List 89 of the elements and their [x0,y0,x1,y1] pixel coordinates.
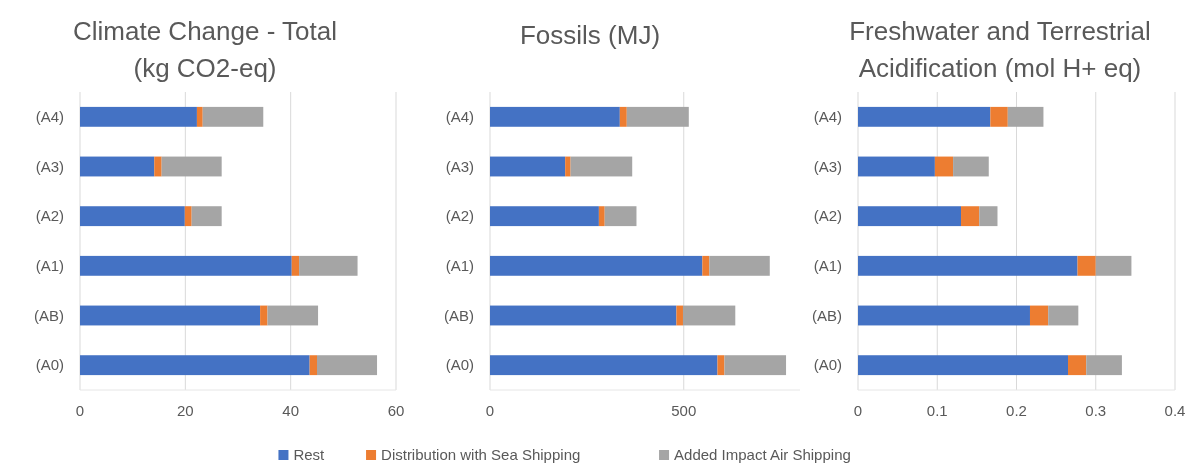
legend-label: Distribution with Sea Shipping [381,446,581,463]
y-tick-label: (A4) [813,107,842,125]
bar [961,206,980,227]
bar [619,106,627,127]
legend-label: Added Impact Air Shipping [674,446,851,463]
bar [858,156,935,177]
y-tick-label: (A1) [35,256,64,274]
y-tick-label: (A2) [813,207,842,225]
bar [570,156,633,177]
bar [1095,255,1132,276]
bar [858,355,1069,376]
bar [1068,355,1087,376]
bar [953,156,989,177]
y-tick-label: (A4) [35,107,64,125]
bar [80,206,185,227]
bar [196,106,203,127]
x-tick-label: 0 [853,402,863,419]
bar [1029,305,1049,326]
y-tick-label: (A2) [445,207,474,225]
y-tick-label: (A3) [445,157,474,175]
x-tick-label: 500 [671,402,697,419]
bar [565,156,571,177]
bar [682,305,736,326]
bar [80,255,292,276]
y-tick-label: (AB) [34,306,64,324]
y-tick-label: (A1) [813,256,842,274]
bar [598,206,605,227]
legend-label: Rest [293,446,326,463]
bar [1048,305,1079,326]
chart-title: Freshwater and Terrestrial Acidification (mol H+ eq) [849,16,1151,83]
chart-title: Fossils (MJ) [519,20,661,50]
x-tick-label: 60 [387,402,405,419]
x-tick-label: 0.3 [1085,402,1107,419]
bar [717,355,725,376]
bar [979,206,998,227]
x-tick-label: 40 [282,402,300,419]
y-tick-label: (AB) [444,306,474,324]
bar [184,206,192,227]
bar [858,255,1078,276]
y-tick-label: (A1) [445,256,474,274]
bar [260,305,268,326]
bar [490,206,599,227]
bar [1086,355,1122,376]
y-tick-label: (A2) [35,207,64,225]
bar [309,355,317,376]
bar [202,106,264,127]
bar [934,156,954,177]
bar [490,156,566,177]
bar [80,355,310,376]
bar [291,255,300,276]
x-tick-label: 0.4 [1164,402,1186,419]
bar [626,106,689,127]
bar [490,106,620,127]
bar [317,355,378,376]
bar [676,305,683,326]
y-tick-label: (AB) [812,306,842,324]
bar [80,106,197,127]
bar [490,305,677,326]
y-tick-label: (A0) [35,356,64,374]
y-tick-label: (A3) [35,157,64,175]
x-tick-label: 0 [75,402,85,419]
bar [1077,255,1096,276]
bar [858,305,1030,326]
bar [709,255,770,276]
bar [267,305,319,326]
y-tick-label: (A0) [813,356,842,374]
bar [1007,106,1044,127]
x-tick-label: 0.1 [926,402,948,419]
bar [80,305,261,326]
x-tick-label: 0 [485,402,495,419]
bar [191,206,222,227]
bar [490,255,703,276]
bar [724,355,787,376]
bar [299,255,358,276]
bar [990,106,1008,127]
chart-title: Climate Change - Total (kg CO2-eq) [73,16,337,83]
bar [604,206,637,227]
bar [161,156,222,177]
bar [80,156,155,177]
bar [702,255,710,276]
bar [154,156,162,177]
bar [858,106,991,127]
y-tick-label: (A4) [445,107,474,125]
x-tick-label: 0.2 [1006,402,1027,419]
x-tick-label: 20 [176,402,194,419]
bar [858,206,962,227]
y-tick-label: (A0) [445,356,474,374]
y-tick-label: (A3) [813,157,842,175]
bar [490,355,718,376]
